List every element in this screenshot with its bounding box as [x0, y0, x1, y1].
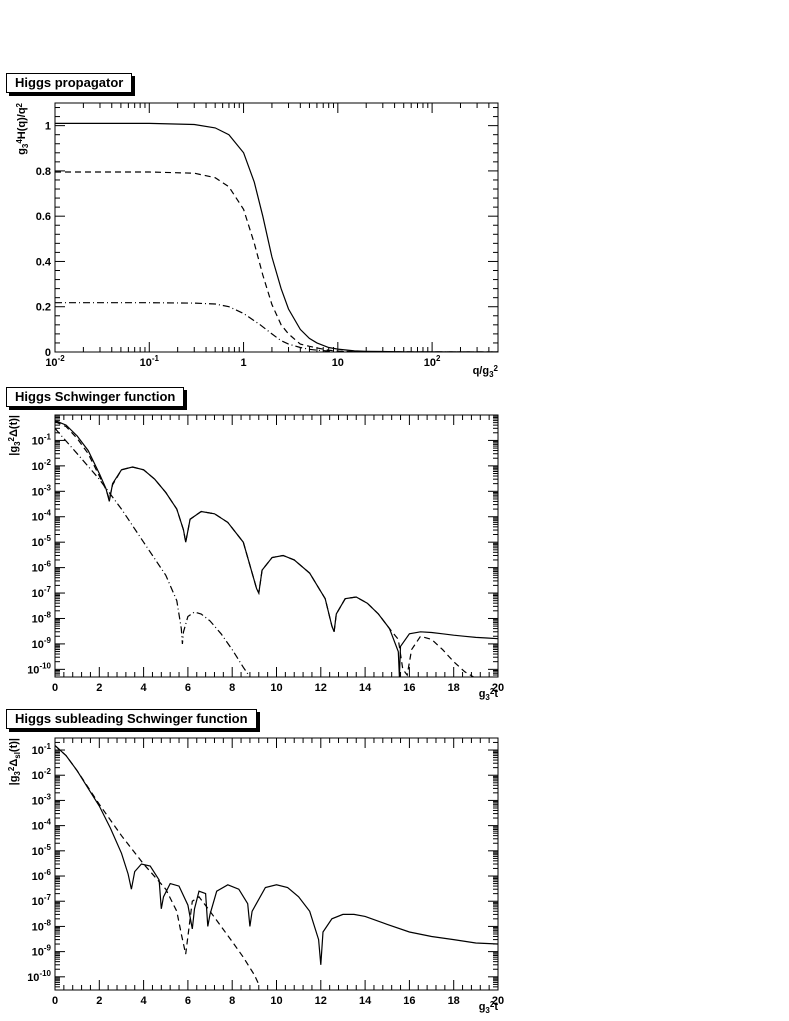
x-tick-label: 102: [424, 354, 441, 369]
x-tick-label: 18: [448, 995, 460, 1007]
chart1-title: Higgs propagator: [6, 73, 133, 93]
x-axis-label: g32​t: [479, 1000, 499, 1015]
y-tick-label: 10-5: [32, 843, 52, 858]
x-tick-label: 16: [403, 682, 415, 694]
x-tick-label: 4: [141, 995, 148, 1007]
y-axis-label: |g32​Δ(t)|: [7, 415, 22, 456]
y-axis-label: g34​H(q)/q2​: [15, 102, 30, 154]
y-tick-label: 0.4: [36, 256, 52, 268]
x-tick-label: 10: [270, 682, 282, 694]
y-tick-label: 10-5: [32, 534, 52, 549]
x-tick-label: 0: [52, 682, 58, 694]
x-tick-label: 14: [359, 995, 372, 1007]
x-tick-label: 2: [96, 682, 102, 694]
x-tick-label: 1: [240, 357, 246, 369]
y-tick-label: 0.8: [36, 166, 51, 178]
y-tick-label: 10-8: [32, 610, 52, 625]
x-tick-label: 10-1: [140, 354, 160, 369]
y-tick-label: 0.2: [36, 302, 51, 314]
x-tick-label: 18: [448, 682, 460, 694]
x-axis-label: g32​t: [479, 687, 499, 702]
x-tick-label: 16: [403, 995, 415, 1007]
y-axis-label: |g32​Δsl​(t)|: [7, 738, 22, 785]
series-line-dash-dot: [55, 427, 251, 677]
y-tick-label: 10-7: [32, 893, 52, 908]
chart2-title: Higgs Schwinger function: [6, 387, 185, 407]
x-tick-label: 10-2: [45, 354, 65, 369]
series-line-dashed: [55, 171, 498, 352]
x-tick-label: 8: [229, 682, 235, 694]
y-tick-label: 10-4: [32, 818, 52, 833]
x-tick-label: 20: [492, 682, 504, 694]
y-tick-label: 10-6: [32, 868, 52, 883]
x-tick-label: 8: [229, 995, 235, 1007]
y-tick-label: 10-9: [32, 636, 52, 651]
x-tick-label: 12: [315, 995, 327, 1007]
x-tick-label: 20: [492, 995, 504, 1007]
series-line-dashed: [55, 421, 474, 677]
y-tick-label: 10-7: [32, 585, 52, 600]
y-tick-label: 10-9: [32, 944, 52, 959]
y-tick-label: 10-2: [32, 767, 52, 782]
plot-frame: [54, 102, 499, 353]
y-tick-label: 10-1: [32, 742, 52, 757]
y-tick-label: 10-1: [32, 432, 52, 447]
y-tick-label: 10-3: [32, 483, 52, 498]
x-tick-label: 0: [52, 995, 58, 1007]
x-tick-label: 10: [270, 995, 282, 1007]
x-tick-label: 6: [185, 682, 191, 694]
y-tick-label: 10-10: [27, 969, 51, 984]
x-tick-label: 2: [96, 995, 102, 1007]
y-tick-label: 1: [45, 121, 51, 133]
y-tick-label: 0: [45, 347, 51, 359]
y-tick-label: 10-6: [32, 560, 52, 575]
y-tick-label: 0.6: [36, 211, 51, 223]
y-tick-label: 10-8: [32, 918, 52, 933]
plot-frame: [54, 737, 499, 991]
x-tick-label: 4: [141, 682, 148, 694]
series-line-solid: [55, 745, 498, 965]
x-axis-label: q/g32​: [473, 364, 499, 379]
x-tick-label: 6: [185, 995, 191, 1007]
y-tick-label: 10-2: [32, 458, 52, 473]
y-tick-label: 10-10: [27, 661, 51, 676]
y-tick-label: 10-4: [32, 509, 52, 524]
x-tick-label: 10: [332, 357, 344, 369]
y-tick-label: 10-3: [32, 792, 52, 807]
x-tick-label: 12: [315, 682, 327, 694]
x-tick-label: 14: [359, 682, 372, 694]
series-line-dashed: [55, 745, 260, 985]
chart3-title: Higgs subleading Schwinger function: [6, 709, 257, 729]
